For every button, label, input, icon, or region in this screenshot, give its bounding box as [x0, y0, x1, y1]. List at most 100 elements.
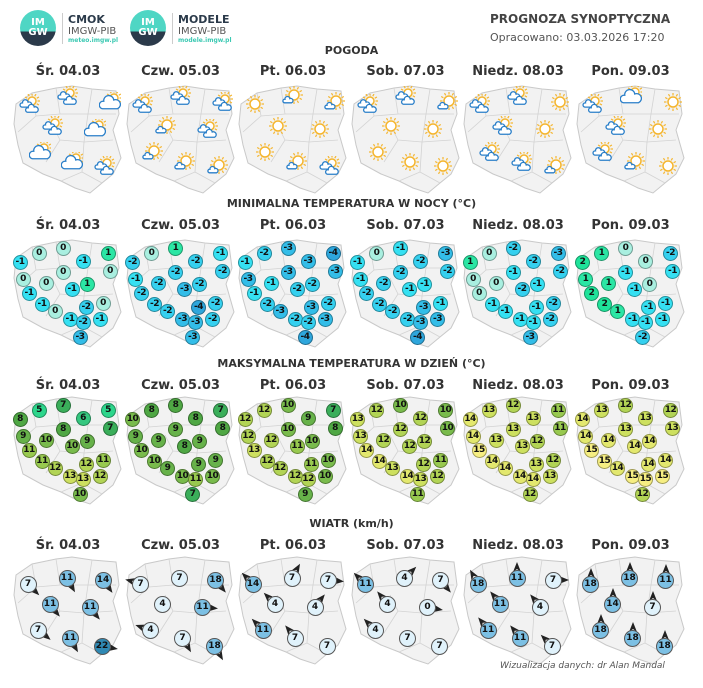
wind-map[interactable]: 7 7 18 4 11 4 7 18	[125, 555, 237, 667]
wind-station: 7	[431, 637, 448, 655]
tmin-station: -1	[64, 281, 80, 297]
tmin-station: -4	[191, 299, 206, 315]
tmin-station: -3	[175, 311, 190, 327]
tmin-station: -1	[75, 253, 91, 269]
tmin-station: 0	[144, 245, 159, 261]
weather-map[interactable]	[462, 84, 574, 196]
section-title-weather: POGODA	[324, 44, 379, 57]
tmin-station: -4	[325, 245, 341, 261]
sun-icon	[267, 116, 289, 136]
tmin-map[interactable]: -2 0 1 -2 -1 -2 -2 -1 -2 -2 -3 -2 -2 -2 -4 -2 -3 -3 -2 -3	[125, 238, 237, 350]
tmax-station: 9	[208, 452, 223, 468]
tmin-station: -3	[280, 240, 296, 256]
modele-logo[interactable]: IM GW MODELE IMGW-PIB modele.imgw.pl	[130, 10, 232, 46]
tmax-map[interactable]: 8 5 7 6 5 7 8 9 10 9 10 11 11 12 12 11 13 13 12 10	[12, 395, 124, 507]
wind-station: 4	[379, 595, 396, 613]
tmax-station: 10	[304, 433, 320, 449]
wind-station: 18	[469, 575, 487, 593]
day-label: Pon. 09.03	[591, 218, 670, 233]
tmax-station: 15	[584, 442, 599, 458]
tmax-map[interactable]: 12 12 10 9 7 8 10 12 12 10 11 13 12 12 11 10 12 12 10 9	[237, 395, 349, 507]
tmin-map[interactable]: 2 1 0 0 -2 -1 -1 1 1 0 -1 2 2 1 -1 -1 -1 -1 -1 -2	[575, 238, 687, 350]
tmax-map[interactable]: 13 12 10 12 10 10 12 13 12 12 12 14 14 13 12 11 14 13 12 11	[350, 395, 462, 507]
tmax-station: 12	[393, 421, 408, 437]
tmax-station: 13	[353, 428, 368, 444]
tmax-station: 12	[256, 402, 272, 418]
day-label: Sob. 07.03	[366, 64, 445, 79]
tmax-station: 13	[525, 410, 541, 426]
day-label: Czw. 05.03	[141, 218, 220, 233]
tmin-station: -2	[440, 263, 455, 279]
tmin-station: 1	[462, 254, 478, 270]
logo-url[interactable]: modele.imgw.pl	[178, 36, 232, 44]
tmax-station: 12	[417, 433, 432, 449]
tmax-station: 13	[514, 438, 530, 454]
tmax-station: 9	[151, 432, 166, 448]
tmax-station: 11	[289, 438, 305, 454]
weather-map[interactable]	[237, 84, 349, 196]
tmax-station: 14	[601, 432, 616, 448]
tmin-station: -3	[72, 329, 88, 345]
tmin-map[interactable]: 1 0 -2 -2 -3 -2 -1 0 0 -1 -2 0 -1 -1 -1 -2 -1 -1 -2 -3	[462, 238, 574, 350]
tmax-station: 12	[263, 432, 279, 448]
tmin-map[interactable]: -1 -2 -3 -3 -4 -3 -3 -3 -1 -2 -2 -1 -2 -3 -3 -2 -2 -2 -3 -4	[237, 238, 349, 350]
partly-cloudy-icon	[507, 85, 529, 106]
weather-map[interactable]	[12, 84, 124, 196]
tmax-station: 10	[38, 432, 54, 448]
wind-map[interactable]: 11 4 7 4 0 4 7 7	[350, 555, 462, 667]
tmin-map[interactable]: -1 0 0 -1 1 0 0 0 0 1 -1 -1 -1 0 -2 0 -1 -2 -1 -3	[12, 238, 124, 350]
partly-cloudy-icon	[356, 93, 379, 114]
wind-station: 7	[399, 629, 416, 647]
tmax-station: 8	[55, 421, 71, 437]
partly-cloudy-icon	[394, 85, 417, 106]
tmin-station: -1	[528, 299, 544, 315]
tmax-station: 7	[213, 402, 228, 418]
weather-map[interactable]	[125, 84, 237, 196]
wind-station: 7	[19, 575, 37, 593]
wind-map[interactable]: 14 7 7 4 4 11 7 7	[237, 555, 349, 667]
wind-map[interactable]: 18 11 7 11 4 11 11 7	[462, 555, 574, 667]
tmin-station: -3	[188, 314, 203, 330]
day-label: Śr. 04.03	[35, 378, 101, 393]
tmax-station: 12	[505, 397, 521, 413]
tmin-station: -2	[188, 253, 203, 269]
day-label: Pon. 09.03	[591, 64, 670, 79]
wind-station: 7	[644, 598, 661, 616]
section-title-tmax: MAKSYMALNA TEMPERATURA W DZIEŃ (°C)	[217, 357, 486, 370]
tmin-station: -1	[638, 314, 653, 330]
tmin-station: 0	[638, 253, 653, 269]
tmax-station: 8	[12, 411, 28, 427]
tmin-station: -2	[552, 263, 568, 279]
partly-cloudy-icon	[196, 118, 219, 139]
day-label: Sob. 07.03	[366, 218, 445, 233]
tmin-map[interactable]: -1 0 -1 -2 -3 -2 -2 -1 -2 -1 -1 -2 -2 -2 -3 -1 -2 -3 -3 -4	[350, 238, 462, 350]
cmok-logo[interactable]: IM GW CMOK IMGW-PIB meteo.imgw.pl	[20, 10, 118, 46]
partly-cloudy-icon	[57, 85, 79, 106]
tmax-map[interactable]: 14 13 12 13 11 11 13 14 13 12 13 15 14 14 13 12 14 14 13 12	[462, 395, 574, 507]
wind-station: 7	[319, 571, 337, 589]
weather-map[interactable]	[575, 84, 687, 196]
tmax-map[interactable]: 14 13 12 13 12 13 13 14 14 14 14 15 15 14 14 14 15 15 15 12	[575, 395, 687, 507]
poland-map-outline	[125, 85, 235, 194]
sun-icon	[380, 116, 402, 136]
tmax-map[interactable]: 10 8 8 8 7 8 9 9 9 9 8 10 10 9 9 9 10 11 10 7	[125, 395, 237, 507]
logo-org: IMGW-PIB	[178, 25, 227, 37]
logo-url[interactable]: meteo.imgw.pl	[68, 36, 119, 44]
day-label: Niedz. 08.03	[472, 378, 564, 393]
tmax-station: 12	[272, 460, 288, 476]
tmax-station: 15	[638, 471, 653, 487]
tmin-station: -2	[134, 285, 149, 301]
tmax-station: 9	[191, 456, 206, 472]
tmax-station: 10	[64, 438, 80, 454]
tmin-station: 1	[168, 240, 183, 256]
tmin-station: -2	[385, 303, 400, 319]
tmin-station: -3	[327, 263, 343, 279]
weather-map[interactable]	[350, 84, 462, 196]
wind-map[interactable]: 7 11 14 11 11 7 11 22	[12, 555, 124, 667]
poland-map-outline	[575, 85, 685, 194]
wind-map[interactable]: 18 18 11 14 7 18 18 18	[575, 555, 687, 667]
tmin-station: -1	[402, 281, 417, 297]
prepared-timestamp: Opracowano: 03.03.2026 17:20	[490, 31, 665, 44]
wind-station: 14	[604, 595, 621, 613]
sun-small-cloud-icon	[154, 116, 177, 136]
